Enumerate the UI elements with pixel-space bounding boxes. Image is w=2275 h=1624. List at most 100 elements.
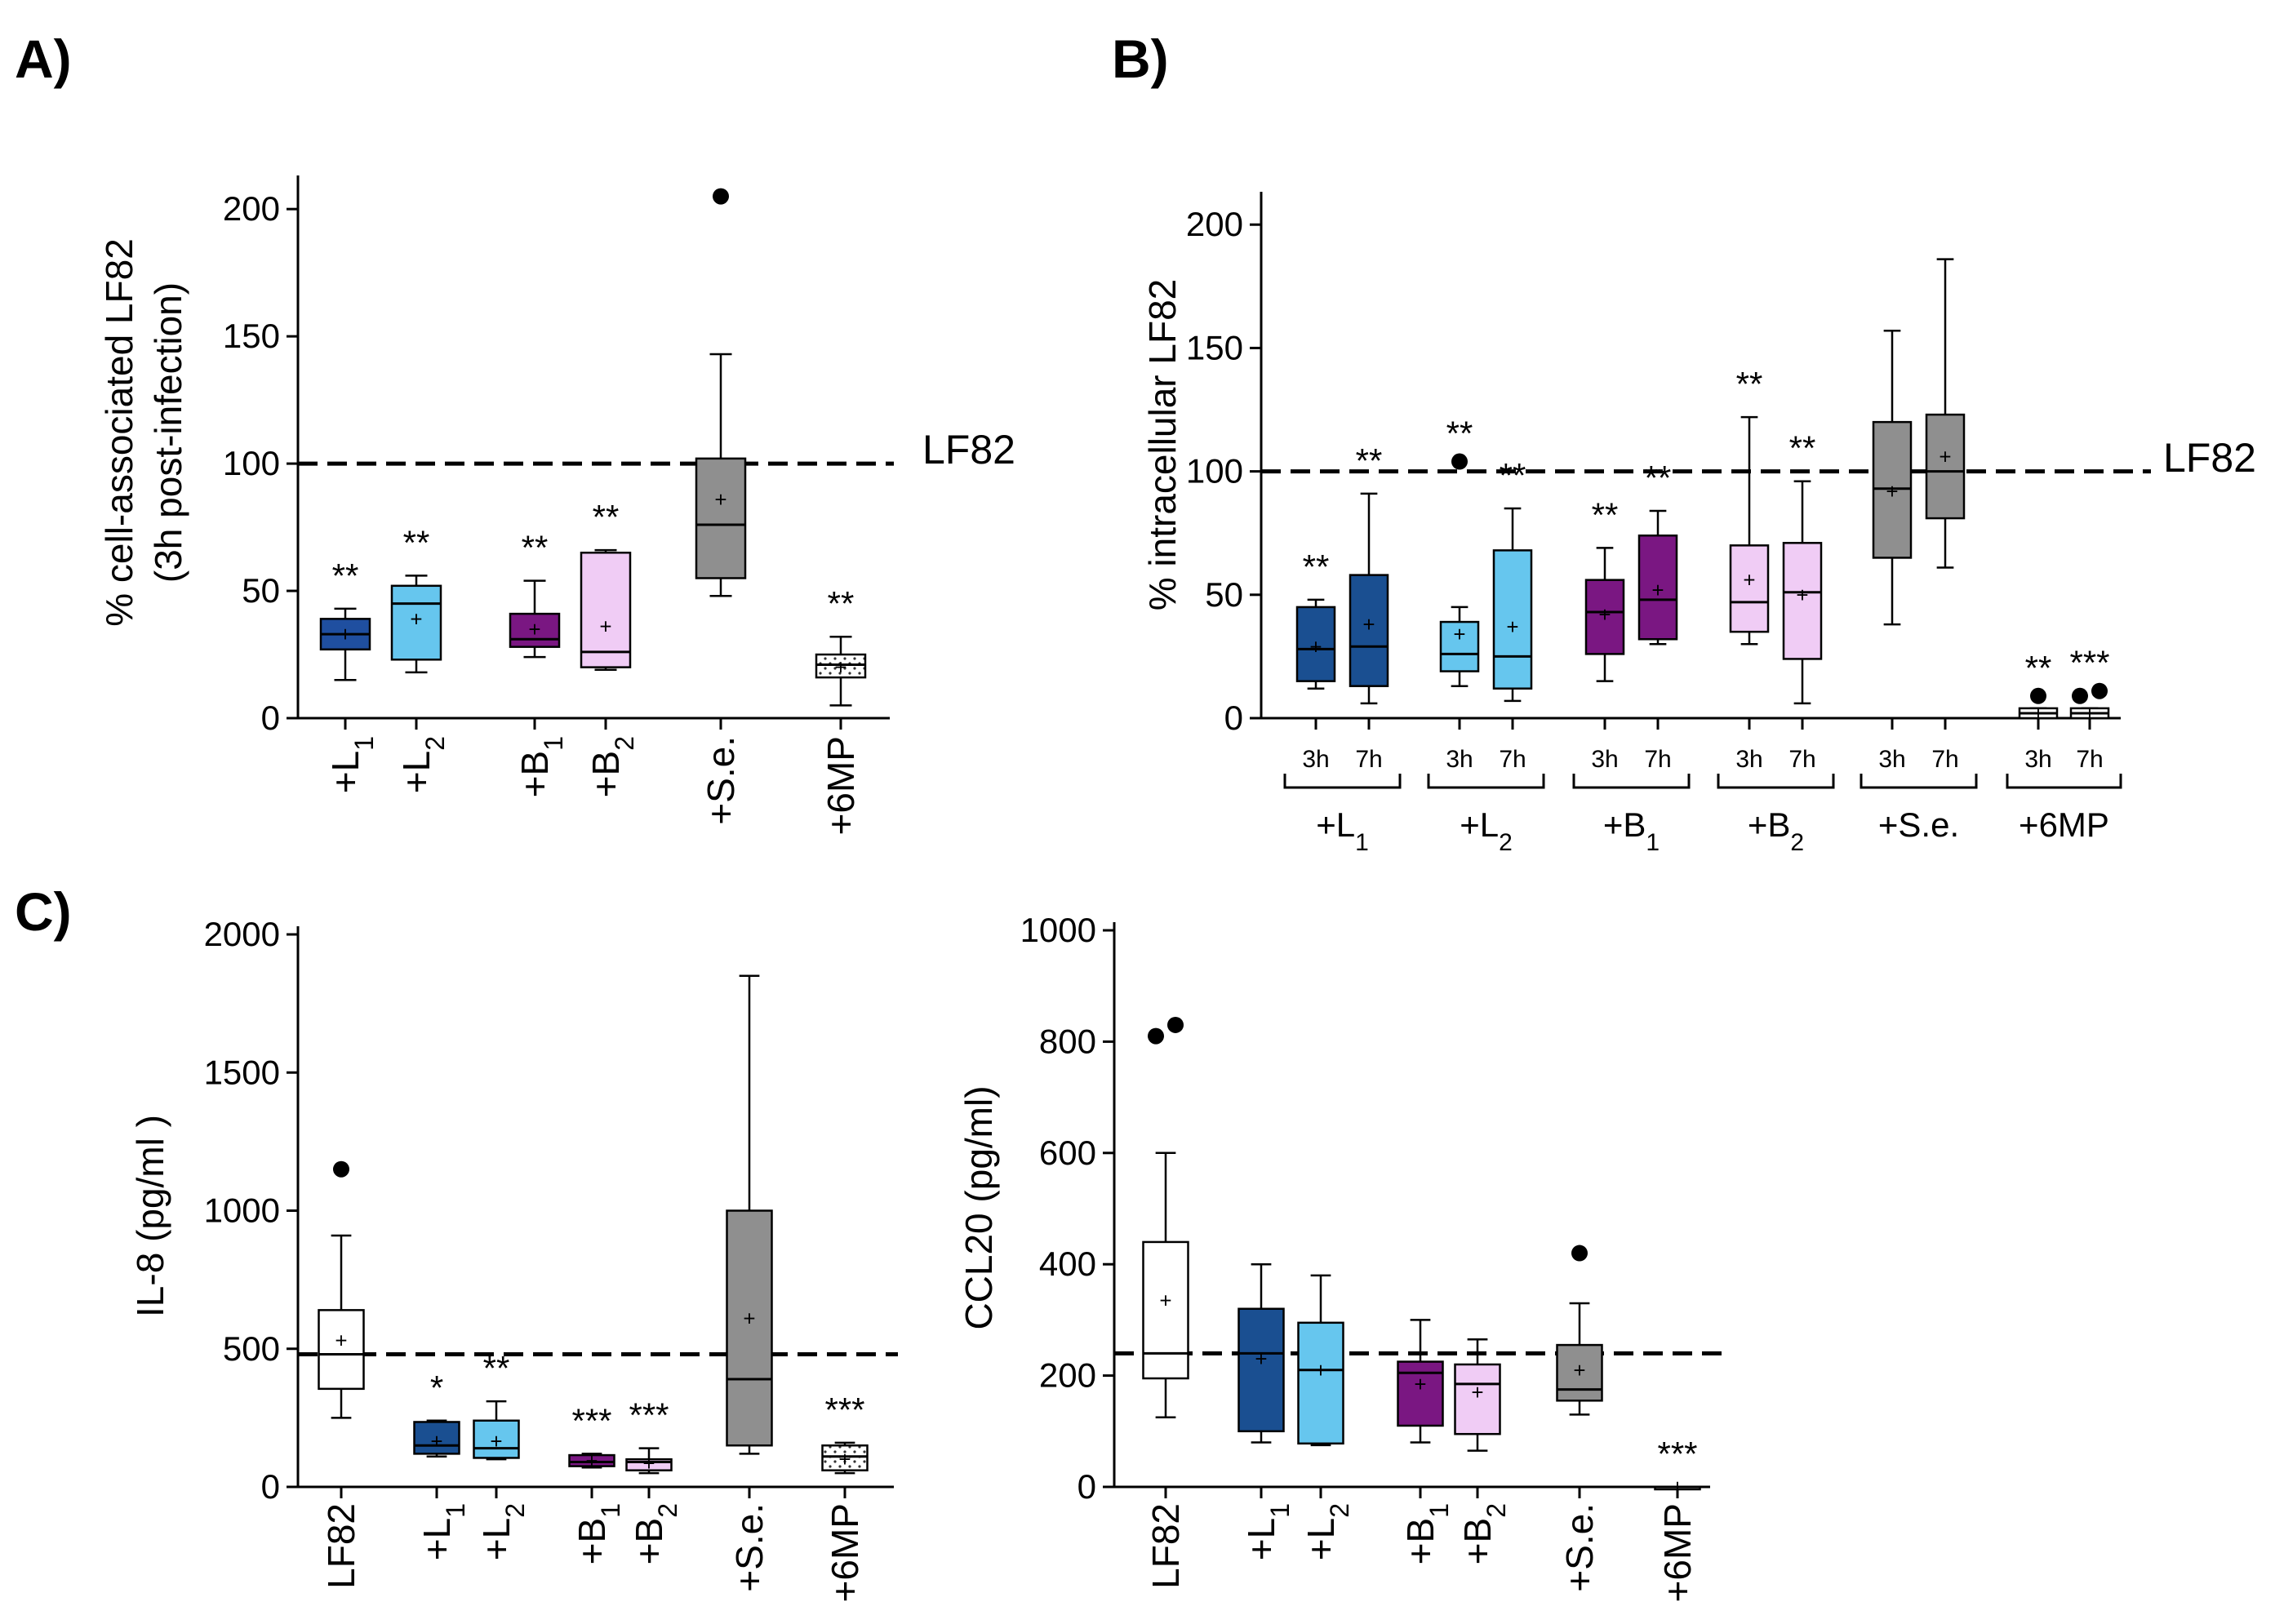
timepoint-label: 3h	[1446, 746, 1473, 773]
significance-label: **	[1736, 365, 1763, 403]
significance-label: **	[1645, 459, 1672, 497]
box-plot: + **	[1439, 415, 1480, 687]
y-tick-label: 2000	[204, 915, 280, 953]
significance-label: **	[332, 557, 359, 595]
mean-marker: +	[714, 487, 726, 512]
y-tick-label: 600	[1039, 1134, 1096, 1172]
box-plot: +	[1397, 1319, 1444, 1444]
significance-label: **	[1592, 495, 1619, 534]
y-tick-label: 200	[1039, 1356, 1096, 1395]
outlier-point	[1167, 1016, 1184, 1033]
box-iqr	[815, 653, 867, 679]
box-plot: +	[695, 188, 747, 597]
box-iqr	[1142, 1240, 1189, 1380]
significance-label: ***	[571, 1401, 611, 1440]
y-tick-label: 1000	[204, 1191, 280, 1230]
group-bracket	[1283, 774, 1402, 789]
panel-a-chart: % cell-associated LF82 (3h post-infectio…	[98, 175, 1015, 835]
box-plot: + **	[1349, 441, 1389, 705]
x-category-label: +6MP	[1656, 1503, 1699, 1602]
mean-marker: +	[1314, 1358, 1326, 1382]
group-bracket	[1860, 774, 1978, 789]
significance-label: **	[2025, 649, 2052, 687]
box-plot: +	[1872, 330, 1913, 626]
timepoint-label: 7h	[1644, 746, 1671, 773]
box-plot: +	[318, 1160, 365, 1419]
mean-marker: +	[339, 622, 351, 646]
group-label: +B1	[1603, 805, 1660, 856]
panel-a-ylabel: % cell-associated LF82	[98, 238, 140, 627]
box-iqr	[318, 1309, 365, 1391]
box-iqr	[1295, 606, 1336, 682]
group-label: +L2	[1460, 805, 1513, 856]
significance-label: **	[1356, 441, 1383, 480]
timepoint-label: 3h	[1735, 746, 1762, 773]
x-category-label: +L1	[1240, 1503, 1295, 1560]
box-plot: + **	[1584, 495, 1625, 682]
outlier-point	[713, 188, 729, 205]
box-iqr	[1556, 1343, 1603, 1402]
x-category-label: +B1	[513, 736, 568, 797]
x-category-label: +B1	[571, 1503, 625, 1564]
x-category-label: +6MP	[824, 1503, 866, 1602]
box-iqr	[1925, 413, 1966, 520]
box-plot: + **	[1782, 429, 1823, 705]
box-iqr	[1637, 534, 1678, 641]
box-iqr	[473, 1419, 520, 1459]
significance-label: **	[593, 498, 620, 536]
mean-marker: +	[430, 1429, 442, 1453]
box-plot: + **	[1492, 456, 1533, 703]
box-plot: + ***	[2069, 644, 2109, 725]
x-category-label: +B2	[1456, 1503, 1511, 1564]
box-plot: + ***	[568, 1401, 615, 1473]
significance-label: ***	[824, 1391, 864, 1429]
mean-marker: +	[1651, 578, 1664, 602]
box-plot: +*	[413, 1369, 460, 1458]
x-category-label: +L2	[395, 736, 450, 793]
box-plot: +	[1454, 1338, 1501, 1452]
y-tick-label: 150	[1186, 328, 1243, 366]
box-iqr	[1872, 420, 1913, 559]
x-category-label: LF82	[1144, 1503, 1187, 1589]
mean-marker: +	[1159, 1289, 1171, 1313]
panel-c-il8-chart: IL-8 (pg/ml ) 0500100015002000++*+**+***…	[129, 915, 898, 1602]
x-category-label: +6MP	[820, 736, 862, 835]
x-category-label: +S.e.	[700, 736, 742, 825]
box-plot: +	[1237, 1262, 1285, 1444]
box-plot: + **	[1295, 548, 1336, 690]
y-tick-label: 1500	[204, 1053, 280, 1091]
box-plot: + **	[1637, 459, 1678, 646]
box-iqr	[1492, 549, 1533, 690]
significance-label: **	[483, 1349, 510, 1387]
x-category-label: +S.e.	[1558, 1503, 1601, 1592]
y-tick-label: 500	[223, 1329, 280, 1368]
box-iqr	[1584, 579, 1625, 655]
group-bracket	[1717, 774, 1835, 789]
box-iqr	[390, 584, 442, 661]
mean-marker: +	[1743, 568, 1755, 592]
box-iqr	[821, 1444, 869, 1471]
box-iqr	[413, 1421, 460, 1455]
box-plot: +	[1297, 1274, 1344, 1447]
x-category-label: +S.e.	[728, 1503, 771, 1592]
panel-label-c: C)	[15, 881, 72, 942]
significance-label: ***	[2069, 644, 2109, 682]
box-plot: + ***	[625, 1396, 673, 1475]
mean-marker: +	[834, 655, 846, 680]
timepoint-label: 7h	[1355, 746, 1382, 773]
significance-label: **	[1789, 429, 1816, 468]
x-category-label: +B2	[584, 736, 639, 797]
x-category-label: +L1	[324, 736, 379, 793]
box-plot: + **	[815, 584, 867, 707]
mean-marker: +	[1886, 479, 1898, 504]
y-tick-label: 200	[223, 189, 280, 228]
mean-marker: +	[1471, 1380, 1483, 1404]
y-tick-label: 100	[223, 444, 280, 482]
significance-label: **	[1500, 456, 1526, 495]
significance-label: **	[1446, 415, 1473, 453]
box-plot: + **	[473, 1349, 520, 1461]
timepoint-label: 7h	[1931, 746, 1958, 773]
panel-a-reference-label: LF82	[922, 427, 1015, 473]
